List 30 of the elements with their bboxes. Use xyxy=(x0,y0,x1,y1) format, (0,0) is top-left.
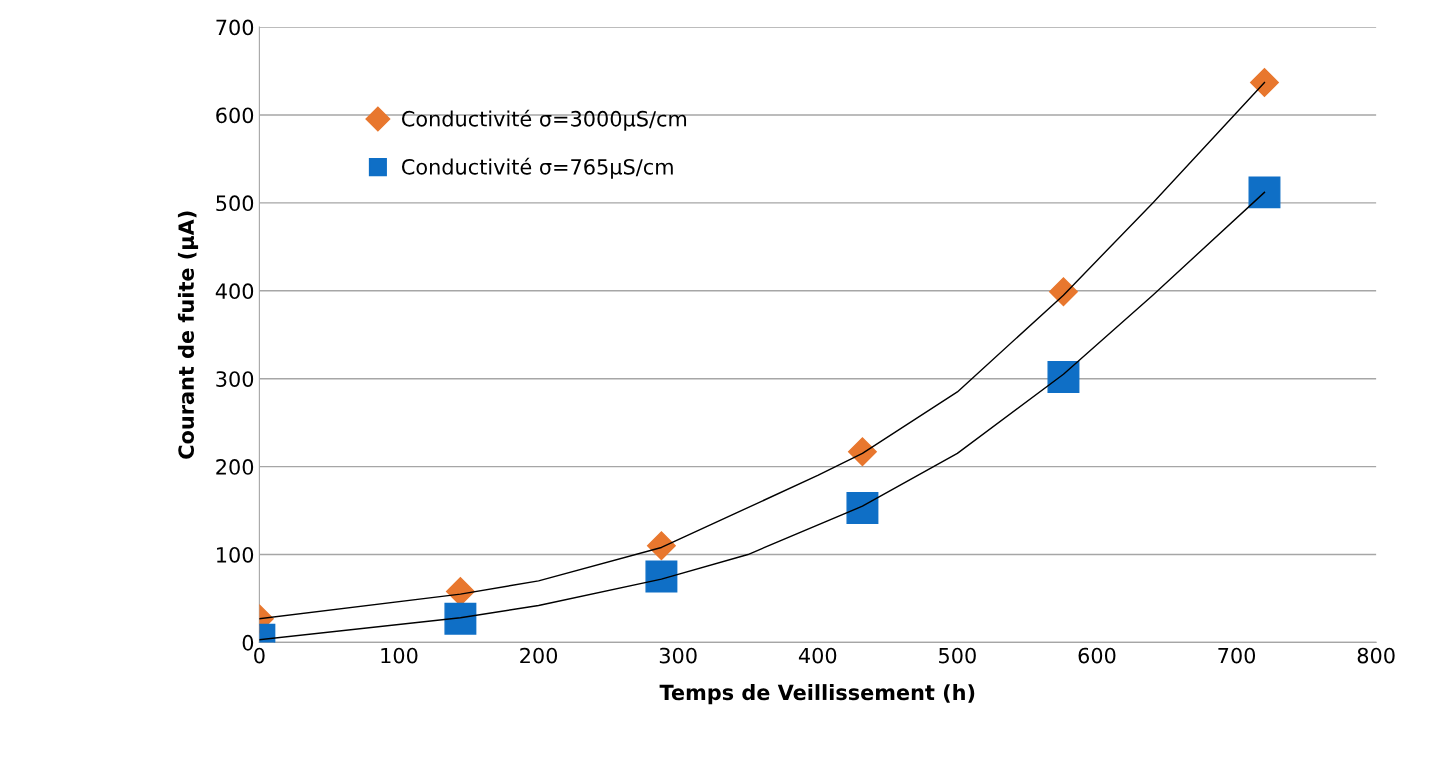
y-tick-label: 400 xyxy=(215,283,254,300)
point xyxy=(645,560,678,593)
legend-label: Conductivité σ=765µS/cm xyxy=(401,157,673,179)
x-tick-label: 0 xyxy=(254,647,265,664)
point xyxy=(1248,176,1281,209)
y-tick-label: 700 xyxy=(216,19,254,36)
point xyxy=(1049,277,1078,307)
point xyxy=(847,437,877,467)
point xyxy=(444,602,477,635)
x-tick-label: 200 xyxy=(520,647,558,664)
point xyxy=(1047,360,1080,393)
y-tick-label: 500 xyxy=(216,195,254,212)
y-tick-label: 0 xyxy=(242,634,254,651)
x-tick-label: 500 xyxy=(939,647,976,664)
x-tick-label: 300 xyxy=(659,647,697,664)
legend-label: Conductivité σ=3000µS/cm xyxy=(401,109,687,131)
y-tick-label: 600 xyxy=(216,107,254,124)
point xyxy=(846,491,879,524)
point xyxy=(646,531,676,561)
y-tick-label: 200 xyxy=(216,459,254,475)
x-tick-label: 800 xyxy=(1357,647,1395,664)
y-axis-title: Courant de fuite (µA) xyxy=(177,211,199,459)
x-tick-label: 600 xyxy=(1078,647,1116,664)
x-tick-label: 400 xyxy=(798,647,837,664)
y-tick-label: 100 xyxy=(217,546,254,563)
x-tick-label: 700 xyxy=(1218,647,1256,664)
y-tick-label: 300 xyxy=(216,371,254,387)
x-axis-title: Temps de Veillissement (h) xyxy=(659,684,975,705)
x-tick-label: 100 xyxy=(381,647,418,664)
point xyxy=(1250,68,1279,97)
